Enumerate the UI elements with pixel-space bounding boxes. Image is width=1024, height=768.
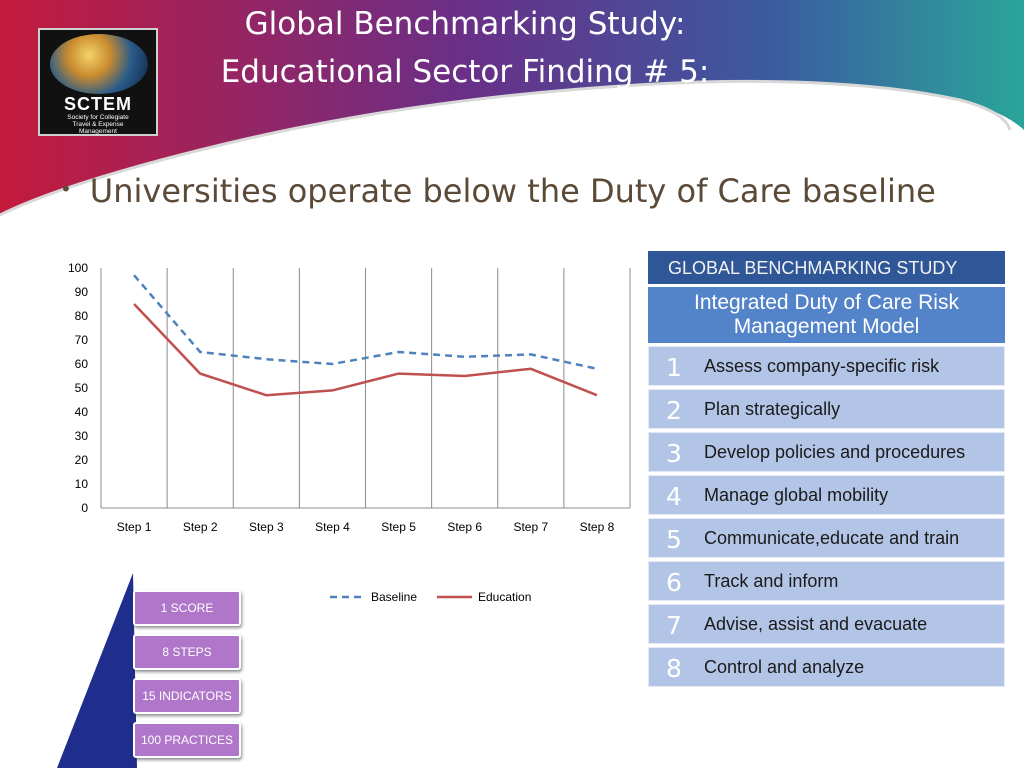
step-number: 3: [666, 439, 682, 468]
step-number: 5: [666, 525, 682, 554]
bullet-icon: •: [60, 177, 72, 201]
x-tick-label: Step 7: [513, 520, 548, 534]
model-step-8: 8 Control and analyze: [648, 647, 1005, 687]
x-tick-label: Step 4: [315, 520, 350, 534]
step-label: Assess company-specific risk: [704, 356, 940, 376]
slide-title-line2: Educational Sector Finding # 5:: [220, 54, 710, 90]
model-step-1: 1 Assess company-specific risk: [648, 346, 1005, 386]
model-step-4: 4 Manage global mobility: [648, 475, 1005, 515]
duty-of-care-model-panel: GLOBAL BENCHMARKING STUDY Integrated Dut…: [648, 251, 1005, 687]
y-tick-label: 70: [75, 333, 89, 347]
step-label: Manage global mobility: [704, 485, 889, 505]
x-tick-label: Step 2: [183, 520, 218, 534]
step-number: 4: [666, 482, 682, 511]
model-step-2: 2 Plan strategically: [648, 389, 1005, 429]
step-number: 2: [666, 396, 682, 425]
slide-title: Global Benchmarking Study: Educational S…: [170, 0, 760, 96]
model-steps: 1 Assess company-specific risk 2 Plan strat…: [648, 346, 1005, 687]
x-tick-label: Step 6: [447, 520, 482, 534]
step-label: Advise, assist and evacuate: [704, 614, 928, 634]
model-step-5: 5 Communicate,educate and train: [648, 518, 1005, 558]
step-label: Plan strategically: [704, 399, 841, 419]
logo-tagline: Society for Collegiate Travel & Expense …: [67, 114, 129, 135]
bullet-text: Universities operate below the Duty of C…: [89, 172, 936, 210]
x-tick-label: Step 3: [249, 520, 284, 534]
series-line-education: [133, 303, 598, 397]
pyramid-graphic: [57, 573, 137, 768]
logo-brand: SCTEM: [64, 94, 132, 114]
model-title: Integrated Duty of Care Risk Management …: [648, 287, 1005, 343]
series-line-baseline: [133, 274, 598, 371]
step-label: Develop policies and procedures: [704, 442, 966, 462]
pyramid-triangle: [57, 573, 137, 768]
step-number: 1: [666, 353, 682, 382]
step-label: Track and inform: [704, 571, 839, 591]
panel-header: GLOBAL BENCHMARKING STUDY: [648, 251, 1005, 284]
y-tick-label: 60: [75, 357, 89, 371]
x-tick-label: Step 5: [381, 520, 416, 534]
slide-title-line1: Global Benchmarking Study:: [244, 6, 686, 42]
y-tick-label: 10: [75, 477, 89, 491]
sctem-logo: SCTEM Society for Collegiate Travel & Ex…: [38, 28, 158, 136]
model-step-6: 6 Track and inform: [648, 561, 1005, 601]
legend-label-education: Education: [478, 590, 531, 604]
y-tick-label: 50: [75, 381, 89, 395]
legend-label-baseline: Baseline: [371, 590, 417, 604]
x-tick-label: Step 8: [580, 520, 615, 534]
line-chart: 0 10 20 30 40 50 60 70 80 90 100 Step 1 Step 2 Step 3…: [68, 261, 631, 604]
y-tick-label: 90: [75, 285, 89, 299]
y-tick-label: 30: [75, 429, 89, 443]
step-number: 7: [666, 611, 682, 640]
bullet-point: • Universities operate below the Duty of …: [60, 172, 936, 210]
step-number: 8: [666, 654, 682, 683]
y-tick-label: 80: [75, 309, 89, 323]
globe-icon: [50, 34, 148, 94]
pyramid-level-2: 8 STEPS: [133, 634, 241, 670]
pyramid-level-4: 100 PRACTICES: [133, 722, 241, 758]
model-step-7: 7 Advise, assist and evacuate: [648, 604, 1005, 644]
y-tick-label: 0: [81, 501, 88, 515]
pyramid-level-1: 1 SCORE: [133, 590, 241, 626]
step-number: 6: [666, 568, 682, 597]
step-label: Communicate,educate and train: [704, 528, 960, 548]
y-tick-label: 100: [68, 261, 88, 275]
header-banner: [0, 0, 1024, 217]
model-step-3: 3 Develop policies and procedures: [648, 432, 1005, 472]
y-tick-label: 20: [75, 453, 89, 467]
x-tick-label: Step 1: [117, 520, 152, 534]
step-label: Control and analyze: [704, 657, 865, 677]
pyramid-level-3: 15 INDICATORS: [133, 678, 241, 714]
y-tick-label: 40: [75, 405, 89, 419]
